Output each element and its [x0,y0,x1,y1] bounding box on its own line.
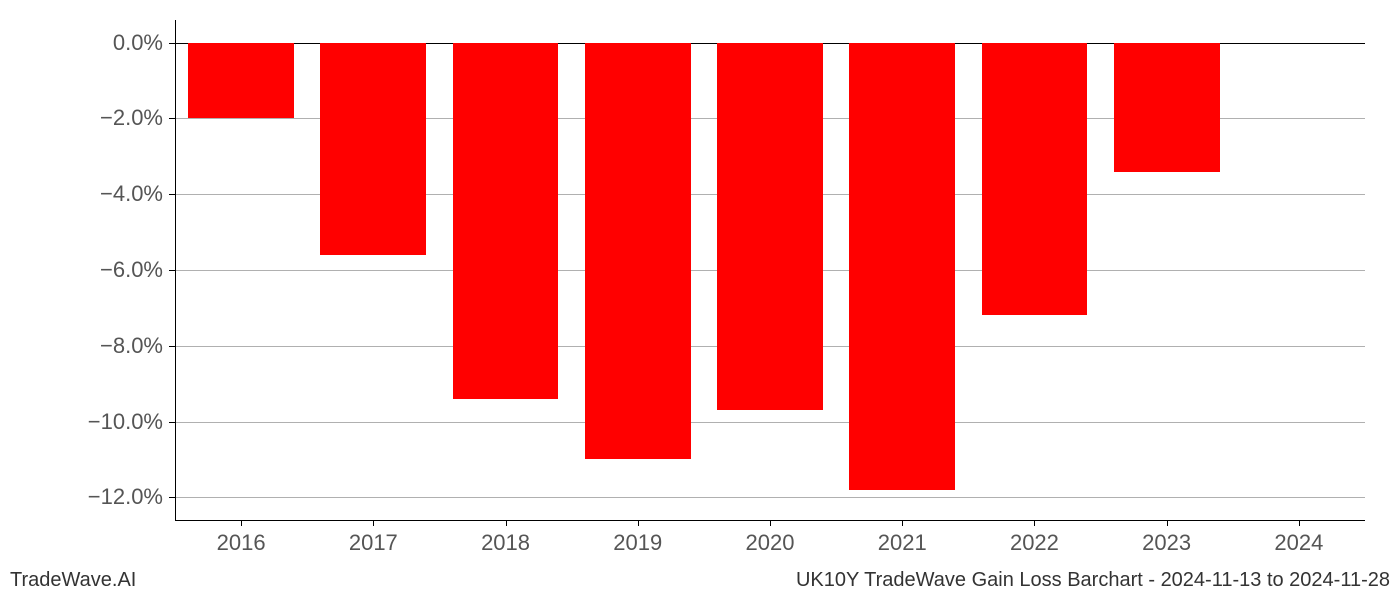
bar [717,43,823,410]
gridline [175,497,1365,498]
bar [320,43,426,255]
y-tick-label: −10.0% [88,409,163,435]
x-tick-label: 2021 [862,530,942,556]
footer-left-text: TradeWave.AI [10,569,136,592]
x-tick-label: 2018 [466,530,546,556]
x-tick-label: 2016 [201,530,281,556]
bar [1114,43,1220,172]
y-tick-label: 0.0% [113,30,163,56]
bar [453,43,559,399]
x-tick-label: 2017 [333,530,413,556]
bar [188,43,294,119]
x-tick-label: 2023 [1127,530,1207,556]
x-tick-label: 2020 [730,530,810,556]
spine-left [175,20,176,520]
x-tick-label: 2024 [1259,530,1339,556]
y-tick-label: −2.0% [100,105,163,131]
plot-area [175,20,1365,520]
chart-container: TradeWave.AI UK10Y TradeWave Gain Loss B… [0,0,1400,600]
bar [585,43,691,460]
footer-right-text: UK10Y TradeWave Gain Loss Barchart - 202… [796,569,1390,592]
bar [849,43,955,490]
y-tick-label: −12.0% [88,484,163,510]
y-tick-label: −8.0% [100,333,163,359]
gridline [175,422,1365,423]
bar [982,43,1088,316]
y-tick-label: −6.0% [100,257,163,283]
x-tick-label: 2022 [994,530,1074,556]
y-tick-label: −4.0% [100,181,163,207]
spine-bottom [175,520,1365,521]
x-tick-label: 2019 [598,530,678,556]
